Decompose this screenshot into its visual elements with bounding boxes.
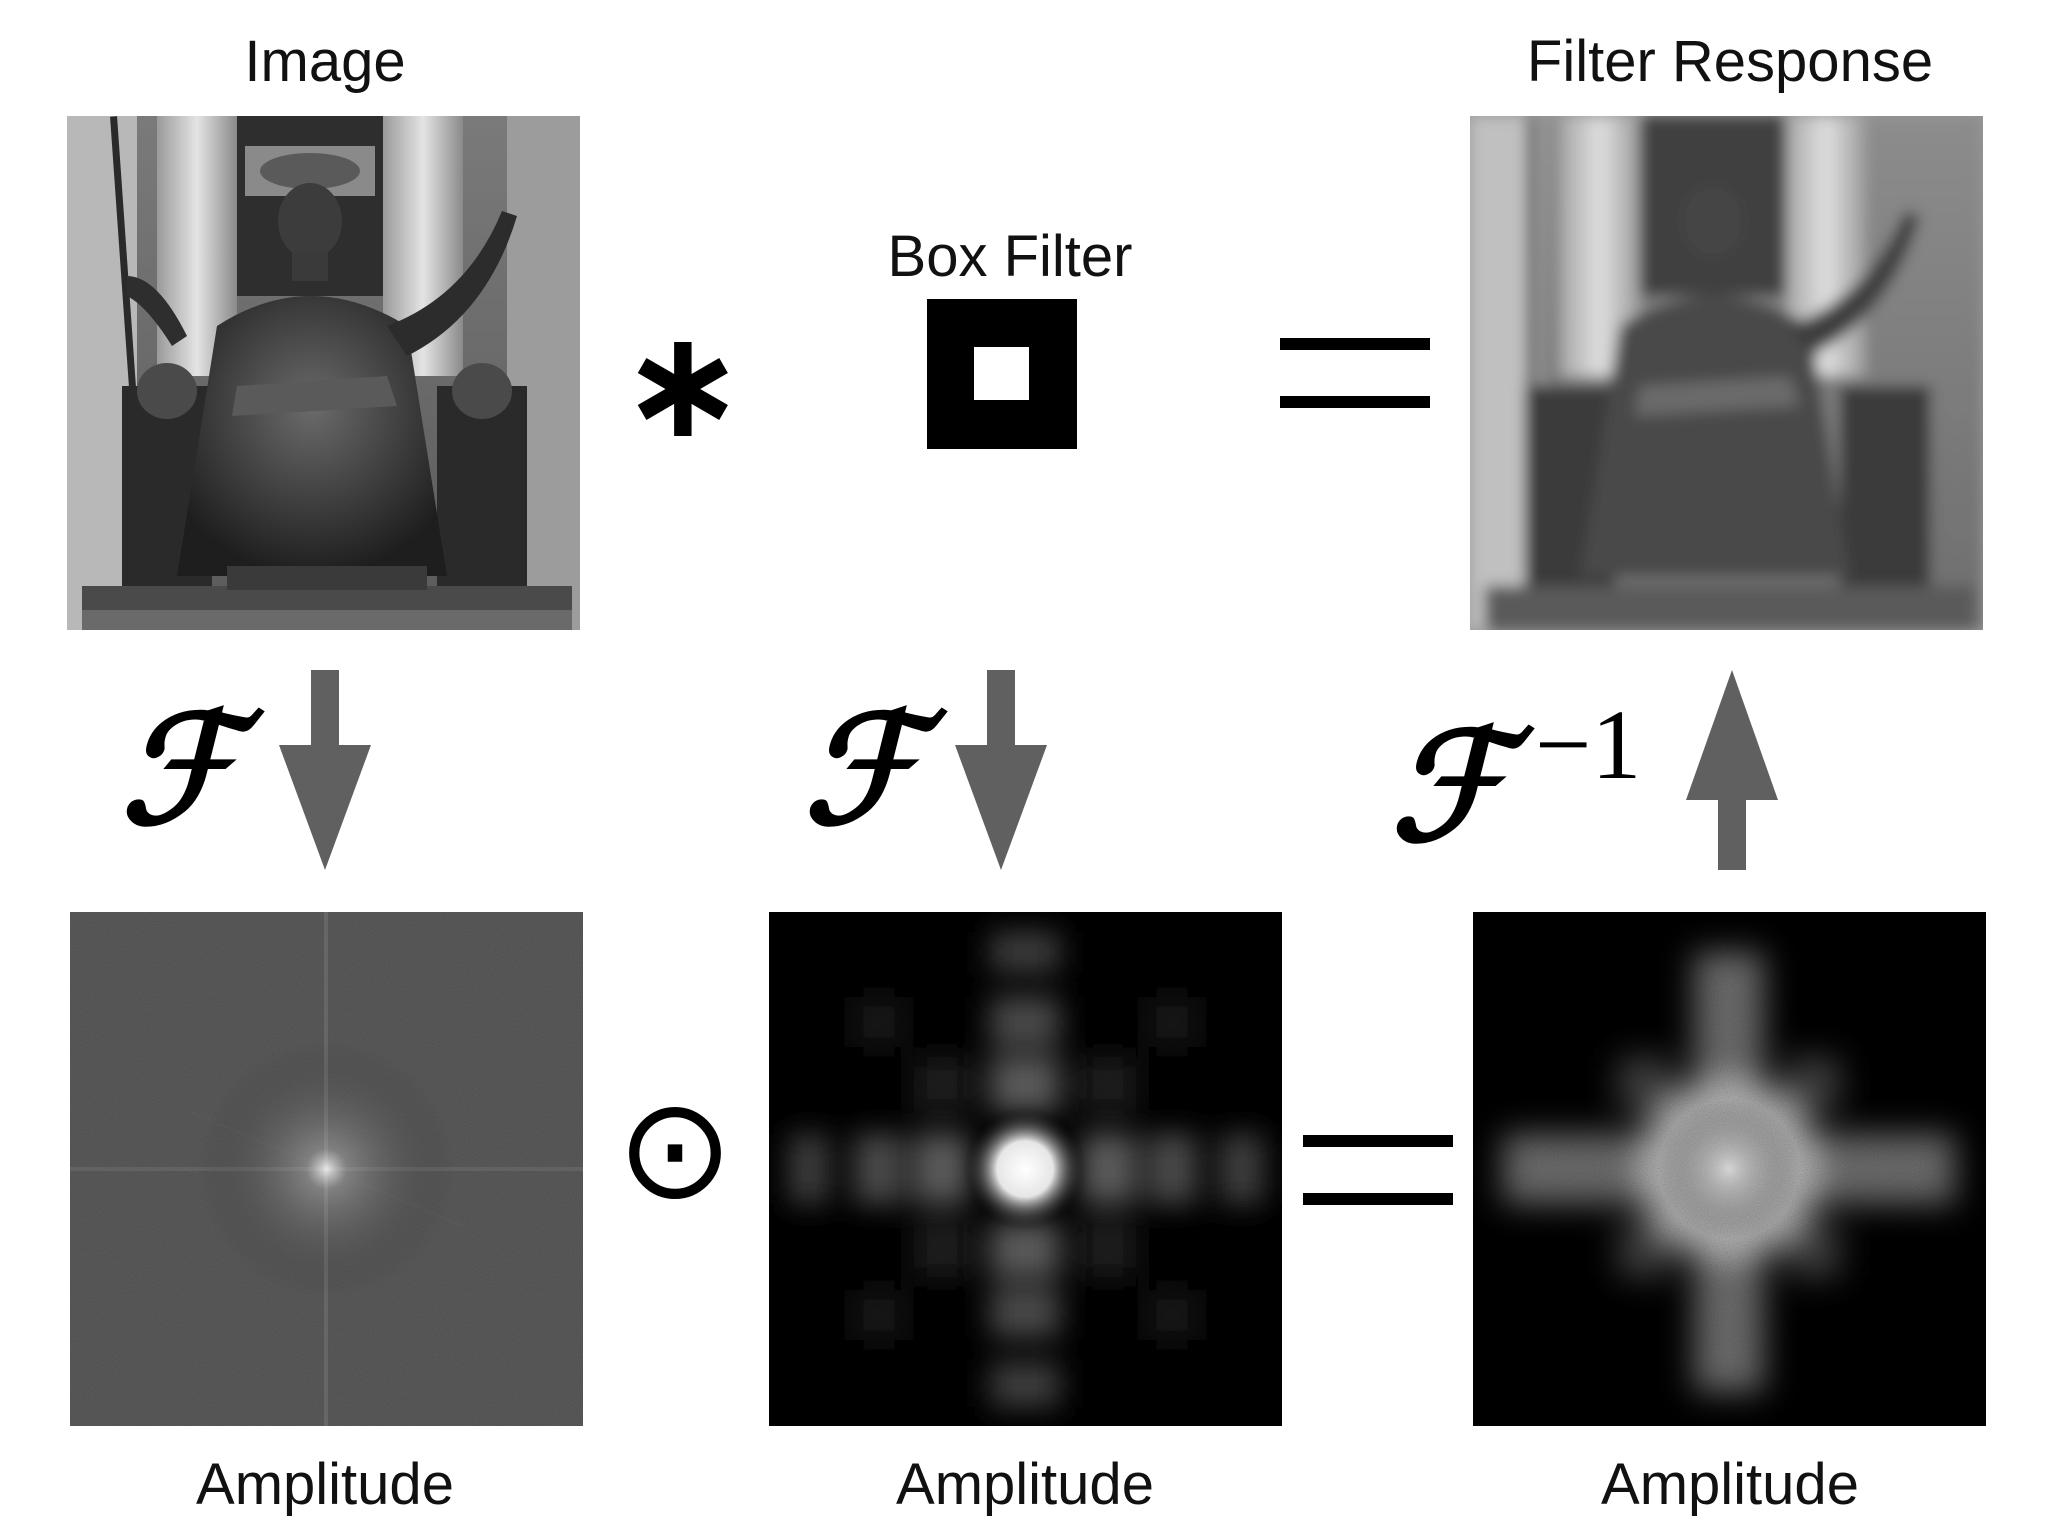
arrow-up-icon — [1686, 670, 1778, 870]
filter-response-image — [1470, 116, 1983, 630]
image-title: Image — [244, 29, 406, 94]
fourier-transform-symbol-left: ℱ — [120, 682, 238, 858]
equals-operator-bottom: = — [1303, 1135, 1453, 1207]
amplitude-label-left: Amplitude — [196, 1452, 454, 1517]
filter-response-title: Filter Response — [1526, 29, 1934, 94]
arrow-down-icon — [279, 670, 371, 870]
inverse-fourier-transform-symbol: ℱ — [1390, 699, 1508, 875]
product-amplitude-spectrum — [1473, 912, 1986, 1426]
statue-image — [67, 116, 580, 630]
fourier-transform-symbol-middle: ℱ — [803, 682, 921, 858]
box-filter-title: Box Filter — [887, 224, 1133, 289]
box-filter-center — [974, 347, 1029, 400]
equals-operator-top: = — [1280, 338, 1430, 410]
arrow-down-icon — [955, 670, 1047, 870]
equals-bar — [1280, 338, 1430, 350]
elementwise-product-operator: ⊙ — [616, 1068, 734, 1231]
amplitude-label-right: Amplitude — [1601, 1452, 1859, 1517]
inverse-exponent: −1 — [1535, 689, 1642, 800]
box-filter-kernel — [927, 299, 1077, 449]
image-amplitude-spectrum — [70, 912, 583, 1426]
convolution-operator: ∗ — [620, 298, 746, 472]
amplitude-label-middle: Amplitude — [896, 1452, 1154, 1517]
equals-bar — [1303, 1193, 1453, 1205]
equals-bar — [1280, 396, 1430, 408]
box-filter-amplitude-spectrum — [769, 912, 1282, 1426]
equals-bar — [1303, 1135, 1453, 1147]
